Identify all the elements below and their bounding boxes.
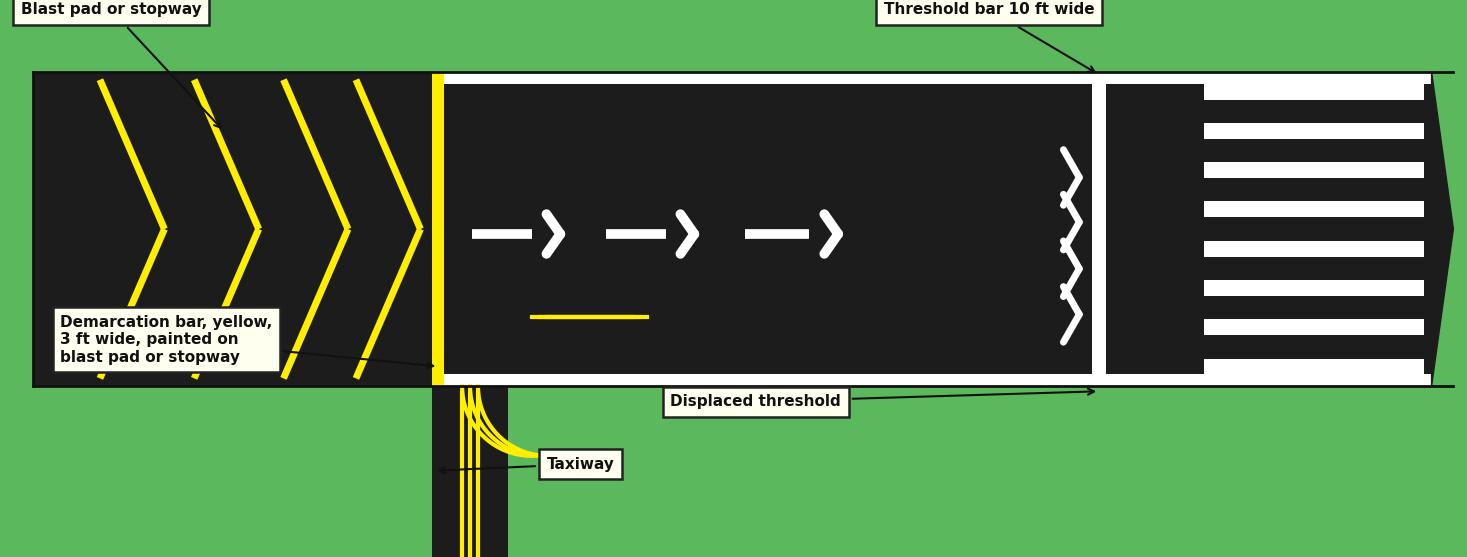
Bar: [437, 72, 1093, 84]
Bar: [1197, 72, 1432, 387]
Bar: [1197, 374, 1432, 387]
Bar: [1204, 202, 1423, 217]
Bar: [1106, 72, 1197, 84]
Bar: [34, 72, 437, 387]
Bar: [1093, 72, 1106, 387]
Bar: [433, 72, 445, 387]
Bar: [433, 387, 508, 557]
Bar: [1106, 72, 1197, 387]
Text: Threshold bar 10 ft wide: Threshold bar 10 ft wide: [883, 2, 1094, 72]
Bar: [437, 72, 1093, 387]
Polygon shape: [1432, 72, 1454, 387]
Bar: [1204, 123, 1423, 139]
Bar: [1204, 319, 1423, 335]
Text: Taxiway: Taxiway: [440, 457, 615, 473]
Bar: [1204, 84, 1423, 100]
Text: Displaced threshold: Displaced threshold: [670, 389, 1094, 409]
Bar: [1106, 374, 1197, 387]
Bar: [1204, 280, 1423, 296]
Bar: [1204, 359, 1423, 374]
Bar: [1204, 241, 1423, 257]
Bar: [1204, 162, 1423, 178]
Text: Demarcation bar, yellow,
3 ft wide, painted on
blast pad or stopway: Demarcation bar, yellow, 3 ft wide, pain…: [60, 315, 433, 368]
Text: Blast pad or stopway: Blast pad or stopway: [21, 2, 220, 128]
Bar: [437, 374, 1093, 387]
Bar: [1197, 72, 1432, 84]
